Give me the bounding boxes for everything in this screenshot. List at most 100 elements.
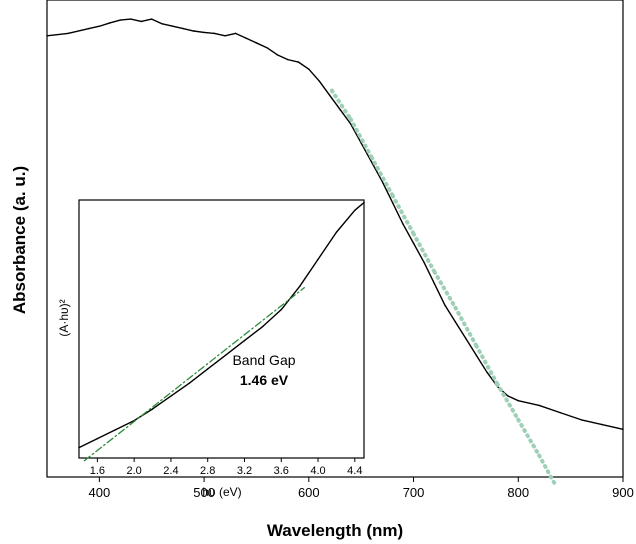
main-series-0-point-7 — [140, 20, 142, 23]
main-x-tick-label-3: 700 — [403, 485, 425, 500]
main-series-1-point-11 — [554, 483, 556, 485]
main-series-0-segment-5 — [119, 18, 132, 21]
inset-x-tick-label-3: 2.8 — [200, 465, 215, 477]
main-series-0-segment-10 — [171, 25, 184, 30]
main-series-0-segment-19 — [266, 47, 279, 56]
main-series-0-point-37 — [454, 321, 457, 323]
main-series-0-segment-0 — [46, 32, 69, 37]
main-series-0-segment-8 — [151, 18, 163, 25]
main-series-0-point-13 — [203, 31, 205, 34]
main-series-0-point-35 — [433, 283, 436, 285]
band-gap-label: Band Gap — [232, 352, 295, 368]
main-series-0-point-21 — [287, 59, 289, 61]
main-series-1-point-5 — [433, 271, 436, 273]
inset-series-0-point-8 — [225, 354, 227, 356]
main-series-group — [46, 18, 624, 487]
main-series-0-point-3 — [98, 25, 100, 27]
main-series-0-segment-21 — [287, 58, 300, 63]
inset-x-tick-label-6: 4.0 — [310, 465, 325, 477]
main-series-1-segment-4 — [411, 231, 437, 274]
inset-series-0-segment-13 — [317, 231, 338, 261]
inset-series-0-segment-8 — [225, 339, 246, 356]
main-series-0-point-27 — [350, 123, 352, 125]
inset-series-0-point-5 — [170, 395, 172, 397]
main-series-0-point-5 — [119, 19, 121, 21]
main-series-0-segment-9 — [161, 23, 174, 27]
main-series-0-segment-18 — [255, 42, 268, 49]
main-series-1-point-9 — [517, 419, 519, 421]
main-series-0-point-10 — [172, 25, 174, 27]
inset-x-tick-label-4: 3.2 — [237, 465, 252, 477]
inset-plot-frame — [78, 199, 365, 459]
main-series-0-segment-28 — [360, 142, 373, 163]
inset-series-1-point-0 — [83, 459, 86, 462]
main-series-0-segment-44 — [538, 404, 561, 414]
main-series-0-point-17 — [245, 37, 247, 39]
main-series-0-segment-17 — [245, 37, 258, 44]
main-series-0-point-46 — [580, 419, 582, 421]
main-series-0-point-4 — [109, 22, 111, 24]
main-series-0-point-22 — [297, 61, 299, 63]
main-series-0-segment-11 — [182, 27, 195, 32]
main-series-0-point-30 — [381, 180, 383, 182]
main-series-0-segment-7 — [140, 18, 153, 23]
inset-x-tick-label-1: 2.0 — [127, 465, 142, 477]
main-series-0-segment-45 — [559, 411, 582, 421]
main-series-0-segment-33 — [412, 242, 425, 264]
main-series-0-point-28 — [360, 142, 362, 144]
main-series-0-point-42 — [507, 395, 509, 397]
main-series-1-segment-2 — [369, 155, 395, 198]
main-series-0-point-23 — [308, 68, 310, 70]
inset-series-0-segment-14 — [335, 209, 356, 233]
main-series-0-segment-34 — [423, 261, 436, 285]
inset-series-0-point-15 — [354, 209, 356, 211]
main-series-0-segment-26 — [339, 109, 352, 125]
main-series-0-segment-16 — [234, 32, 247, 39]
inset-series-0-segment-12 — [298, 258, 319, 288]
main-x-tick-label-1: 500 — [193, 485, 215, 500]
main-series-0-segment-30 — [381, 180, 394, 204]
inset-series-0-point-7 — [207, 368, 209, 370]
main-series-1-segment-7 — [474, 343, 500, 386]
inset-series-0-point-0 — [78, 447, 80, 449]
inset-series-0-segment-1 — [96, 428, 117, 440]
band-gap-value: 1.46 eV — [240, 372, 289, 388]
main-series-0-point-40 — [486, 371, 488, 373]
main-series-1-segment-10 — [537, 453, 557, 487]
main-y-axis-label: Absorbance (a. u.) — [10, 166, 29, 314]
main-x-tick-label-0: 400 — [89, 485, 111, 500]
main-series-0-point-11 — [182, 28, 184, 30]
main-series-0-segment-4 — [109, 19, 122, 24]
main-series-0-point-1 — [67, 32, 69, 34]
main-series-0-segment-29 — [370, 161, 383, 182]
main-series-0-point-2 — [88, 28, 90, 30]
main-series-0-point-12 — [193, 30, 195, 32]
main-series-0-segment-6 — [130, 18, 142, 23]
main-series-0-point-43 — [517, 400, 519, 402]
main-series-0-point-6 — [130, 18, 132, 20]
main-series-1-segment-9 — [516, 417, 542, 458]
main-series-0-point-15 — [224, 35, 226, 37]
inset-series-0-point-2 — [115, 429, 117, 431]
inset-series-1-point-1 — [303, 287, 305, 289]
inset-x-tick-label-2: 2.4 — [163, 465, 178, 477]
main-series-0-point-20 — [276, 54, 278, 56]
main-series-0-segment-27 — [350, 123, 362, 144]
inset-x-tick-label-0: 1.6 — [90, 465, 105, 477]
main-series-0-point-26 — [339, 109, 341, 111]
main-series-1-point-6 — [454, 307, 457, 309]
main-series-0-point-44 — [538, 404, 540, 407]
inset-series-0-segment-9 — [243, 325, 264, 342]
main-series-0-segment-13 — [203, 31, 216, 35]
main-series-1-point-8 — [496, 383, 498, 385]
main-series-0-segment-2 — [88, 25, 101, 30]
inset-series-0-segment-2 — [115, 419, 135, 431]
main-series-0-segment-3 — [98, 22, 111, 27]
main-series-1-segment-5 — [432, 269, 458, 310]
main-series-1-segment-8 — [495, 381, 521, 422]
main-series-1-segment-3 — [390, 193, 416, 236]
main-series-1-point-7 — [475, 345, 477, 347]
main-series-0-segment-1 — [67, 27, 90, 35]
inset-series-0-segment-0 — [78, 437, 99, 449]
main-series-0-point-39 — [475, 354, 477, 356]
